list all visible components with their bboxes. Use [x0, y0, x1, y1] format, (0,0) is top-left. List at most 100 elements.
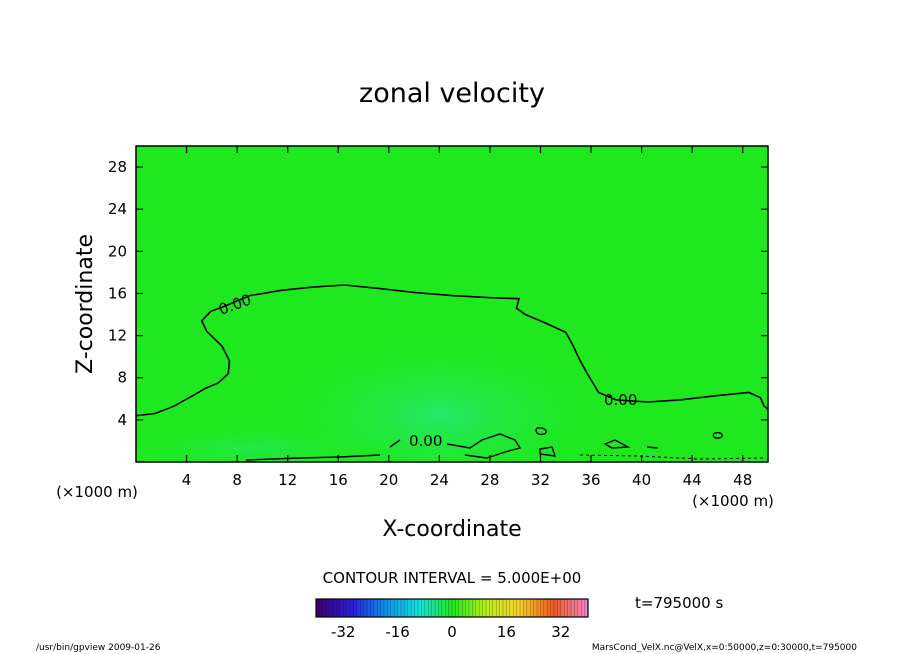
y-tick-label: 20	[108, 242, 127, 260]
colorbar-bin	[407, 599, 412, 617]
colorbar-bin	[353, 599, 358, 617]
colorbar-bin	[431, 599, 436, 617]
colorbar-bin	[339, 599, 344, 617]
colorbar-bin	[350, 599, 354, 617]
colorbar-bin	[428, 599, 432, 617]
x-tick-label: 24	[430, 471, 449, 489]
colorbar-bin	[554, 599, 558, 617]
x-tick-label: 4	[182, 471, 192, 489]
colorbar-bin	[316, 599, 320, 617]
x-tick-label: 48	[733, 471, 752, 489]
colorbar-bin	[520, 599, 524, 617]
contour-label: 0.00	[409, 432, 442, 450]
colorbar-frame	[315, 598, 589, 618]
time-label: t=795000 s	[635, 594, 723, 612]
colorbar-bin	[557, 599, 562, 617]
colorbar-bin	[560, 599, 565, 617]
colorbar-bin	[441, 599, 446, 617]
x-tick-label: 20	[379, 471, 398, 489]
colorbar-bin	[465, 599, 470, 617]
colorbar-bin	[489, 599, 494, 617]
colorbar-bin	[438, 599, 443, 617]
colorbar-bin	[336, 599, 341, 617]
colorbar-bin	[397, 599, 402, 617]
colorbar-bin	[424, 599, 429, 617]
x-tick-label: 32	[531, 471, 550, 489]
colorbar-bin	[404, 599, 409, 617]
colorbar-bin	[547, 599, 551, 617]
x-tick-label: 28	[480, 471, 499, 489]
colorbar-bin	[319, 599, 324, 617]
colorbar-bin	[380, 599, 385, 617]
colorbar-bin	[346, 599, 351, 617]
y-tick-label: 4	[117, 411, 127, 429]
colorbar-bin	[401, 599, 405, 617]
contour-interval: CONTOUR INTERVAL = 5.000E+00	[323, 569, 582, 587]
chart-title: zonal velocity	[359, 78, 545, 109]
colorbar-bin	[421, 599, 426, 617]
x-axis-label: X-coordinate	[382, 517, 521, 542]
plot-frame	[135, 145, 769, 463]
colorbar-bin	[513, 599, 517, 617]
y-axis-label: Z-coordinate	[73, 234, 98, 374]
colorbar-bin	[343, 599, 347, 617]
x-tick-label: 12	[278, 471, 297, 489]
colorbar-bin	[360, 599, 364, 617]
lower-contour-fragment	[245, 427, 723, 461]
colorbar-bin	[329, 599, 334, 617]
colorbar-bin	[452, 599, 456, 617]
x-tick-label: 36	[581, 471, 600, 489]
colorbar-bin	[530, 599, 534, 617]
x-axis: 4 8 12 16 20 24 28 32 36 40 44 48	[182, 146, 752, 489]
colorbar-bin	[584, 599, 589, 617]
footer-right: MarsCond_VelX.nc@VelX,x=0:50000,z=0:3000…	[592, 643, 857, 653]
contour-label: 0.00	[604, 391, 637, 409]
colorbar-bin	[492, 599, 497, 617]
y-tick-label: 12	[108, 327, 127, 345]
colorbar-bin	[322, 599, 327, 617]
colorbar-bin	[394, 599, 398, 617]
colorbar-bin	[479, 599, 483, 617]
colorbar-tick-label: 32	[551, 623, 570, 641]
x-tick-label: 16	[329, 471, 348, 489]
colorbar-bin	[526, 599, 531, 617]
x-tick-label: 40	[632, 471, 651, 489]
colorbar-bin	[516, 599, 521, 617]
colorbar-ticks: -32 -16 0 16 32	[331, 623, 570, 641]
colorbar-bin	[533, 599, 538, 617]
colorbar-bin	[543, 599, 548, 617]
colorbar-bin	[523, 599, 528, 617]
colorbar-bin	[411, 599, 415, 617]
colorbar-tick-label: -16	[385, 623, 410, 641]
colorbar-bin	[448, 599, 453, 617]
y-axis: 4 8 12 16 20 24 28	[108, 158, 768, 429]
colorbar-bin	[540, 599, 545, 617]
zero-contour-line	[136, 284, 768, 417]
colorbar-bin	[550, 599, 555, 617]
x-tick-label: 44	[683, 471, 702, 489]
colorbar-bin	[370, 599, 375, 617]
colorbar-bin	[373, 599, 378, 617]
colorbar-bin	[537, 599, 541, 617]
colorbar-bin	[458, 599, 463, 617]
colorbar-bin	[496, 599, 500, 617]
colorbar-bin	[390, 599, 395, 617]
colorbar-bin	[333, 599, 337, 617]
colorbar-bin	[506, 599, 511, 617]
colorbar-bin	[571, 599, 575, 617]
colorbar-bin	[499, 599, 504, 617]
y-tick-label: 16	[108, 284, 127, 302]
colorbar-bin	[363, 599, 368, 617]
colorbar-bin	[469, 599, 473, 617]
colorbar-bin	[356, 599, 361, 617]
colorbar-bin	[503, 599, 507, 617]
y-unit-label: (×1000 m)	[56, 483, 138, 501]
colorbar-bin	[387, 599, 392, 617]
colorbar-bin	[482, 599, 487, 617]
colorbar-bin	[445, 599, 449, 617]
colorbar-bin	[414, 599, 419, 617]
colorbar-bin	[418, 599, 422, 617]
colorbar-bin	[384, 599, 388, 617]
x-unit-label: (×1000 m)	[692, 492, 774, 510]
